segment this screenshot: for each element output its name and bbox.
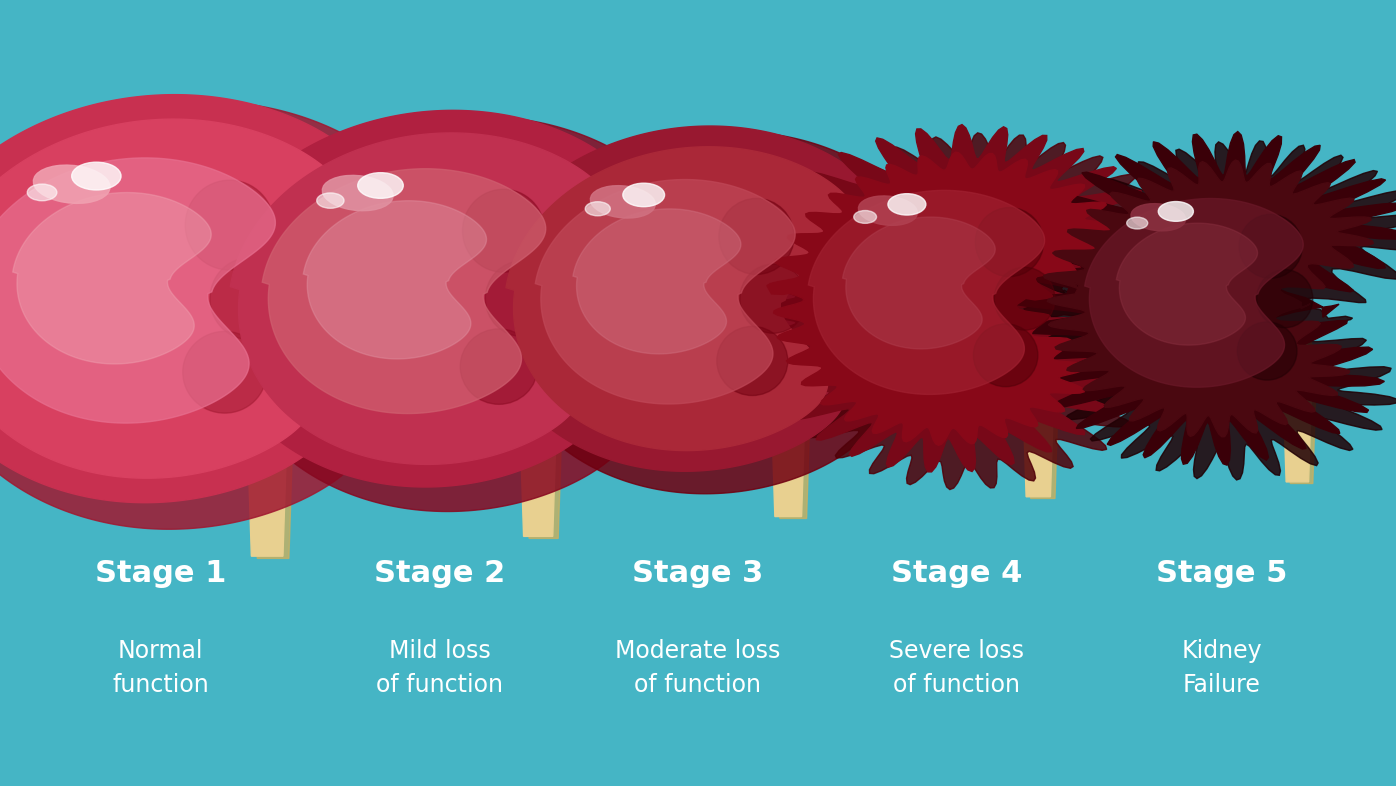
Polygon shape xyxy=(505,147,857,450)
Polygon shape xyxy=(766,152,1117,446)
Circle shape xyxy=(28,184,57,200)
Circle shape xyxy=(854,211,877,223)
Ellipse shape xyxy=(976,208,1044,277)
Text: Stage 1: Stage 1 xyxy=(95,560,226,588)
Text: Stage 3: Stage 3 xyxy=(632,560,764,588)
Polygon shape xyxy=(303,200,486,359)
Ellipse shape xyxy=(716,326,787,395)
Ellipse shape xyxy=(462,189,544,272)
Ellipse shape xyxy=(1237,322,1297,380)
Polygon shape xyxy=(1085,199,1304,387)
Ellipse shape xyxy=(34,165,110,204)
Ellipse shape xyxy=(1256,270,1312,328)
Text: Kidney
Failure: Kidney Failure xyxy=(1181,639,1262,697)
Ellipse shape xyxy=(186,180,274,270)
Text: Stage 5: Stage 5 xyxy=(1156,560,1287,588)
Polygon shape xyxy=(212,116,670,512)
Polygon shape xyxy=(512,329,557,536)
Polygon shape xyxy=(0,119,349,478)
Polygon shape xyxy=(13,193,211,364)
Ellipse shape xyxy=(719,198,794,274)
Polygon shape xyxy=(1004,131,1396,465)
Text: Mild loss
of function: Mild loss of function xyxy=(377,639,503,697)
Text: Severe loss
of function: Severe loss of function xyxy=(889,639,1023,697)
Polygon shape xyxy=(1117,223,1258,345)
Ellipse shape xyxy=(859,196,917,226)
Polygon shape xyxy=(1022,325,1058,498)
Ellipse shape xyxy=(461,329,537,404)
Polygon shape xyxy=(246,333,293,558)
Polygon shape xyxy=(1044,160,1374,437)
Circle shape xyxy=(357,173,403,198)
Polygon shape xyxy=(0,94,376,503)
Text: Stage 4: Stage 4 xyxy=(891,560,1022,588)
Polygon shape xyxy=(0,101,410,529)
Polygon shape xyxy=(0,158,275,423)
Polygon shape xyxy=(230,133,614,465)
Circle shape xyxy=(623,183,664,207)
Polygon shape xyxy=(1277,322,1311,482)
Circle shape xyxy=(317,193,343,208)
Ellipse shape xyxy=(994,267,1055,330)
Polygon shape xyxy=(572,209,741,354)
Text: Stage 2: Stage 2 xyxy=(374,560,505,588)
Ellipse shape xyxy=(486,261,558,336)
Circle shape xyxy=(585,202,610,216)
Ellipse shape xyxy=(591,185,655,218)
Ellipse shape xyxy=(183,332,267,413)
Ellipse shape xyxy=(322,175,394,211)
Ellipse shape xyxy=(1131,204,1185,231)
Polygon shape xyxy=(518,331,561,538)
Polygon shape xyxy=(729,124,1152,472)
Ellipse shape xyxy=(973,324,1037,387)
Text: Moderate loss
of function: Moderate loss of function xyxy=(616,639,780,697)
Polygon shape xyxy=(808,190,1044,395)
Polygon shape xyxy=(769,329,810,519)
Circle shape xyxy=(888,193,926,215)
Circle shape xyxy=(71,162,121,190)
Polygon shape xyxy=(1282,324,1315,483)
Circle shape xyxy=(1127,217,1148,229)
Circle shape xyxy=(1159,201,1194,222)
Polygon shape xyxy=(240,332,288,556)
Ellipse shape xyxy=(740,264,807,333)
Ellipse shape xyxy=(209,258,289,340)
Polygon shape xyxy=(1018,324,1054,497)
Polygon shape xyxy=(202,110,638,487)
Polygon shape xyxy=(490,131,910,494)
Polygon shape xyxy=(843,217,995,349)
Polygon shape xyxy=(1019,141,1396,480)
Polygon shape xyxy=(480,126,879,472)
Polygon shape xyxy=(535,179,796,404)
Polygon shape xyxy=(262,169,546,413)
Text: Normal
function: Normal function xyxy=(112,639,209,697)
Ellipse shape xyxy=(1240,215,1302,278)
Polygon shape xyxy=(765,326,805,516)
Polygon shape xyxy=(744,133,1173,490)
